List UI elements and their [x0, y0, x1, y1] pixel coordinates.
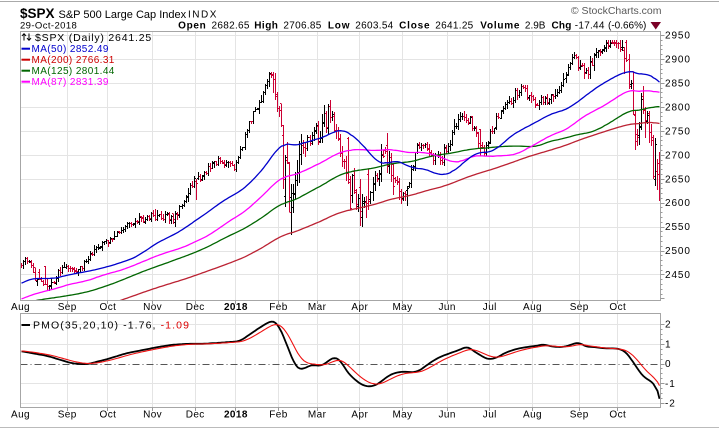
svg-text:2450: 2450: [665, 270, 691, 281]
svg-text:2: 2: [665, 320, 671, 331]
svg-text:Aug: Aug: [11, 302, 30, 313]
svg-text:2641.25: 2641.25: [435, 21, 473, 32]
svg-text:MA(125) 2801.44: MA(125) 2801.44: [32, 66, 115, 77]
svg-text:2600: 2600: [665, 198, 691, 209]
svg-text:(-0.66%): (-0.66%): [608, 21, 646, 32]
svg-text:Aug: Aug: [11, 410, 30, 421]
svg-text:0: 0: [665, 359, 671, 370]
svg-text:2018: 2018: [224, 302, 248, 313]
svg-text:-17.44: -17.44: [575, 21, 605, 32]
svg-text:2603.54: 2603.54: [355, 21, 393, 32]
svg-text:-1: -1: [665, 379, 676, 390]
svg-text:Apr: Apr: [351, 410, 368, 421]
svg-text:Sep: Sep: [58, 302, 77, 313]
svg-text:Mar: Mar: [308, 410, 327, 421]
svg-text:2550: 2550: [665, 222, 691, 233]
svg-text:Dec: Dec: [186, 410, 205, 421]
svg-text:Feb: Feb: [269, 410, 287, 421]
svg-text:2900: 2900: [665, 55, 691, 66]
svg-text:2750: 2750: [665, 126, 691, 137]
svg-text:Jun: Jun: [439, 410, 456, 421]
svg-text:Nov: Nov: [143, 410, 162, 421]
svg-text:2650: 2650: [665, 174, 691, 185]
svg-text:Close: Close: [399, 21, 430, 32]
svg-text:Oct: Oct: [609, 302, 626, 313]
svg-text:S&P 500 Large Cap Index: S&P 500 Large Cap Index: [59, 9, 187, 21]
svg-text:May: May: [392, 410, 412, 421]
svg-text:MA(87) 2831.39: MA(87) 2831.39: [32, 77, 109, 88]
svg-text:Volume: Volume: [480, 21, 520, 32]
svg-text:MA(200) 2766.31: MA(200) 2766.31: [32, 55, 115, 66]
svg-text:Aug: Aug: [523, 410, 542, 421]
svg-text:Low: Low: [328, 21, 350, 32]
svg-text:29-Oct-2018: 29-Oct-2018: [20, 21, 77, 32]
svg-text:INDX: INDX: [188, 10, 218, 21]
svg-text:2018: 2018: [224, 410, 248, 421]
svg-text:Jul: Jul: [483, 410, 497, 421]
svg-text:Feb: Feb: [269, 302, 287, 313]
svg-text:2700: 2700: [665, 150, 691, 161]
svg-text:Mar: Mar: [308, 302, 327, 313]
svg-text:2850: 2850: [665, 79, 691, 90]
svg-text:Oct: Oct: [609, 410, 626, 421]
svg-text:2800: 2800: [665, 102, 691, 113]
svg-text:-2: -2: [665, 399, 676, 410]
svg-text:May: May: [392, 302, 412, 313]
svg-text:1: 1: [665, 339, 671, 350]
svg-text:2950: 2950: [665, 31, 691, 42]
svg-text:2682.65: 2682.65: [212, 21, 250, 32]
svg-text:Sep: Sep: [58, 410, 77, 421]
svg-text:Oct: Oct: [100, 302, 117, 313]
svg-text:2.9B: 2.9B: [525, 21, 546, 32]
svg-text:2500: 2500: [665, 246, 691, 257]
svg-text:Nov: Nov: [143, 302, 162, 313]
svg-text:2706.85: 2706.85: [283, 21, 321, 32]
svg-text:Jul: Jul: [483, 302, 497, 313]
svg-text:High: High: [254, 21, 278, 32]
svg-text:$SPX (Daily) 2641.25: $SPX (Daily) 2641.25: [35, 32, 152, 44]
svg-text:© StockCharts.com: © StockCharts.com: [571, 5, 662, 17]
svg-text:Jun: Jun: [439, 302, 456, 313]
svg-text:Aug: Aug: [523, 302, 542, 313]
svg-text:Oct: Oct: [100, 410, 117, 421]
svg-text:MA(50) 2852.49: MA(50) 2852.49: [32, 44, 109, 55]
svg-text:Chg: Chg: [552, 21, 572, 32]
svg-text:Sep: Sep: [570, 410, 589, 421]
svg-text:PMO(35,20,10) -1.76, -1.09: PMO(35,20,10) -1.76, -1.09: [33, 320, 190, 332]
svg-text:Open: Open: [178, 21, 206, 32]
svg-text:Dec: Dec: [186, 302, 205, 313]
svg-text:Sep: Sep: [570, 302, 589, 313]
svg-text:Apr: Apr: [351, 302, 368, 313]
svg-text:$SPX: $SPX: [20, 6, 55, 21]
